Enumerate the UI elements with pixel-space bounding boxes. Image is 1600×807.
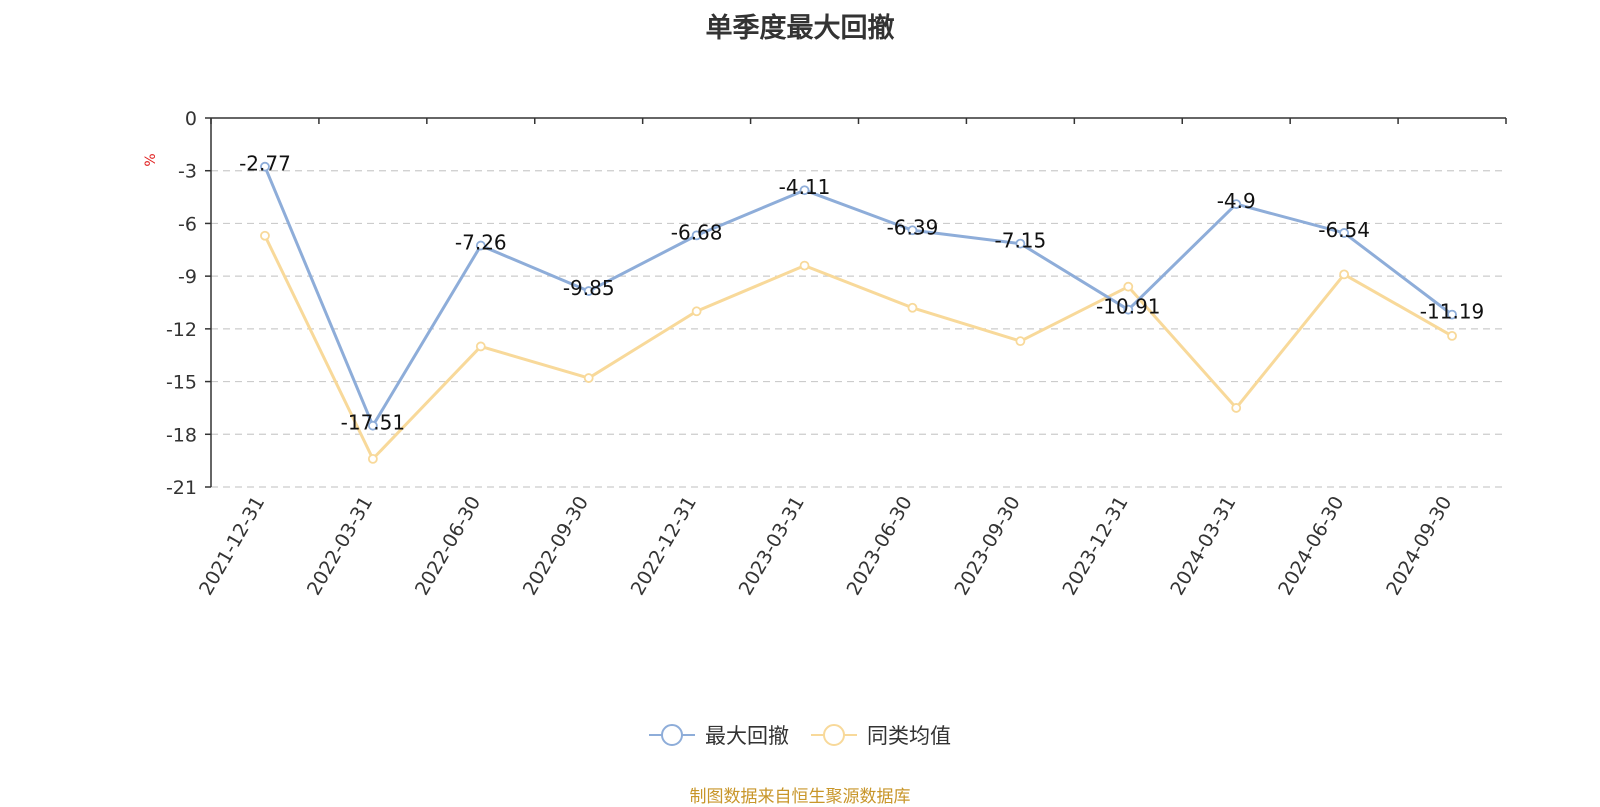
y-tick-label: 0: [185, 108, 197, 130]
series-1-point: [475, 341, 486, 352]
data-label: -4.9: [1217, 189, 1256, 213]
data-labels: -2.77 -17.51 -7.26 -9.85 -6.68 -4.11 -6.39 -7.1…: [239, 152, 1484, 435]
x-tick-label: 2022-12-31: [627, 493, 701, 600]
series-1-point: [367, 453, 378, 464]
x-tick-label: 2023-09-30: [950, 493, 1024, 600]
series-line-0: [263, 166, 1453, 428]
data-label: -7.26: [455, 231, 507, 255]
series-0-point: [1015, 238, 1026, 249]
data-label: -9.85: [563, 276, 615, 300]
legend-label: 最大回撤: [705, 724, 789, 748]
series-1-point: [691, 306, 702, 317]
x-tick-label: 2023-12-31: [1058, 493, 1132, 600]
y-tick-label: -6: [178, 213, 197, 235]
y-tick-label: -12: [166, 319, 197, 341]
series-1-point: [260, 230, 270, 241]
data-label: -7.15: [995, 229, 1047, 253]
chart-title: 单季度最大回撤: [705, 13, 895, 44]
series-1-point: [907, 302, 918, 313]
x-tick-label: 2022-09-30: [519, 493, 593, 600]
series-1-point: [1447, 330, 1457, 341]
series-0-point: [1123, 304, 1134, 315]
y-tick-label: -21: [166, 477, 197, 499]
x-tick-label: 2023-06-30: [843, 493, 917, 600]
grid-lines: [211, 170, 1506, 488]
legend-item-series-1[interactable]: 同类均值: [811, 720, 951, 750]
series-0-point: [799, 185, 810, 196]
series-1-point: [1123, 281, 1134, 292]
x-tick-label: 2022-06-30: [411, 492, 485, 599]
series-0-point: [907, 225, 918, 236]
x-tick-label: 2024-09-30: [1382, 493, 1456, 600]
source-note: 制图数据来自恒生聚源数据库: [689, 787, 911, 807]
legend-marker-icon: [811, 723, 857, 747]
series-1-point: [1339, 269, 1350, 280]
data-label: -2.77: [239, 152, 291, 176]
data-label: -6.54: [1318, 218, 1370, 242]
series-1-point: [799, 260, 810, 271]
legend-item-series-0[interactable]: 最大回撤: [649, 720, 789, 750]
series-0-point: [260, 161, 270, 172]
x-tick-label: 2024-06-30: [1274, 493, 1348, 600]
series-0-point: [367, 420, 378, 431]
series-0-point: [1231, 199, 1242, 210]
series-0-point: [1339, 228, 1350, 238]
data-label: -10.91: [1096, 295, 1160, 319]
series-0-point: [1447, 309, 1457, 320]
data-label: -17.51: [341, 411, 405, 435]
x-tick-label: 2023-03-31: [735, 493, 809, 600]
series-1-point: [583, 373, 594, 383]
x-tick-label: 2022-03-31: [303, 493, 377, 600]
y-axis-unit: %: [143, 153, 159, 166]
series-line-1: [263, 235, 1453, 461]
series-1-point: [1015, 336, 1026, 347]
y-tick-label: -18: [166, 424, 197, 446]
data-label: -11.19: [1420, 300, 1484, 324]
series-layer: [260, 161, 1457, 464]
data-label: -4.11: [779, 175, 831, 199]
data-label: -6.39: [887, 215, 939, 239]
y-tick-label: -9: [178, 266, 197, 288]
legend: 最大回撤 同类均值: [0, 720, 1600, 750]
series-0-point: [475, 240, 486, 251]
legend-marker-icon: [649, 723, 695, 747]
x-tick-label: 2021-12-31: [195, 493, 269, 600]
x-tick-label: 2024-03-31: [1166, 493, 1240, 600]
data-label: -6.68: [671, 220, 723, 244]
y-tick-label: -3: [178, 161, 197, 183]
legend-label: 同类均值: [867, 724, 951, 748]
series-0-point: [583, 286, 594, 296]
y-tick-label: -15: [166, 372, 197, 394]
series-1-point: [1231, 403, 1242, 413]
series-0-point: [691, 230, 702, 241]
